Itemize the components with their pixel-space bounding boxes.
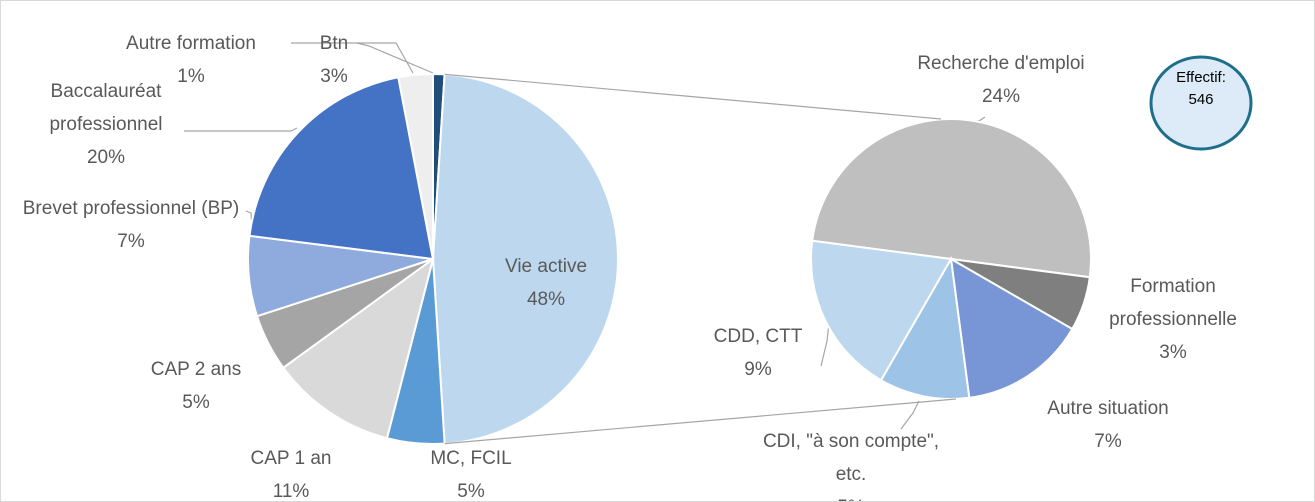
category-label: Btn bbox=[319, 33, 349, 54]
effectif-value: 546 bbox=[1188, 91, 1214, 108]
data-label: Recherche d'emploi 24% bbox=[881, 47, 1121, 113]
category-label: CDD, CTT bbox=[713, 326, 803, 347]
data-label: Autre formation 1% bbox=[91, 27, 291, 93]
value-label: 11% bbox=[272, 481, 310, 502]
data-label: CAP 1 an 11% bbox=[221, 442, 361, 502]
connector-line bbox=[444, 73, 942, 120]
category-label: CDI, "à son compte", etc. bbox=[762, 431, 940, 485]
pie-slice bbox=[810, 239, 953, 382]
leader-line bbox=[900, 400, 920, 430]
pie-slice bbox=[811, 118, 1092, 279]
category-label: Autre situation bbox=[1047, 398, 1169, 419]
category-label: Brevet professionnel (BP) bbox=[22, 198, 240, 219]
leader-line bbox=[820, 322, 830, 367]
data-label: Autre situation 7% bbox=[1008, 392, 1208, 458]
category-label: Vie active bbox=[504, 256, 588, 277]
category-label: Recherche d'emploi bbox=[917, 53, 1085, 74]
value-label: 48% bbox=[526, 289, 566, 310]
pie-slice bbox=[281, 256, 435, 440]
connector-line bbox=[444, 398, 957, 445]
value-label: 9% bbox=[744, 359, 772, 380]
pie-slice bbox=[248, 76, 435, 261]
value-label: 5% bbox=[182, 392, 210, 413]
category-label: MC, FCIL bbox=[430, 448, 512, 469]
data-label: Vie active 48% bbox=[476, 250, 616, 316]
data-label: Btn 3% bbox=[294, 27, 374, 93]
value-label: 24% bbox=[981, 86, 1021, 107]
effectif: Effectif: 546 bbox=[1153, 67, 1249, 111]
effectif-bubble bbox=[1149, 55, 1253, 151]
pie-slice bbox=[431, 73, 619, 445]
data-label: MC, FCIL 5% bbox=[401, 442, 541, 502]
pie-slice bbox=[397, 72, 434, 260]
effectif-title: Effectif: bbox=[1176, 69, 1226, 86]
value-label: 5% bbox=[761, 491, 941, 501]
value-label: 3% bbox=[1159, 342, 1187, 363]
value-label: 20% bbox=[86, 147, 126, 168]
value-label: 1% bbox=[177, 66, 205, 87]
value-label: 7% bbox=[117, 231, 145, 252]
category-label: Baccalauréat professionnel bbox=[49, 81, 163, 135]
data-label: Baccalauréat professionnel 20% bbox=[11, 75, 201, 174]
category-label: Autre formation bbox=[126, 33, 256, 54]
pie-slice bbox=[879, 255, 971, 400]
category-label: CAP 2 ans bbox=[150, 359, 242, 380]
data-label: CDD, CTT 9% bbox=[688, 320, 828, 386]
category-label: Formation professionnelle bbox=[1109, 276, 1237, 330]
value-label: 7% bbox=[1094, 431, 1122, 452]
leader-line bbox=[356, 42, 434, 74]
value-label: 3% bbox=[320, 66, 348, 87]
data-label: Brevet professionnel (BP) 7% bbox=[11, 192, 251, 258]
pie-slice bbox=[949, 257, 1074, 399]
leader-line bbox=[291, 42, 414, 74]
leader-line bbox=[184, 127, 298, 132]
category-label: CAP 1 an bbox=[250, 448, 332, 469]
data-label: CDI, "à son compte", etc. 5% bbox=[761, 425, 941, 501]
value-label: 5% bbox=[457, 481, 485, 502]
data-label: Formation professionnelle 3% bbox=[1083, 270, 1263, 369]
data-label: CAP 2 ans 5% bbox=[126, 353, 266, 419]
